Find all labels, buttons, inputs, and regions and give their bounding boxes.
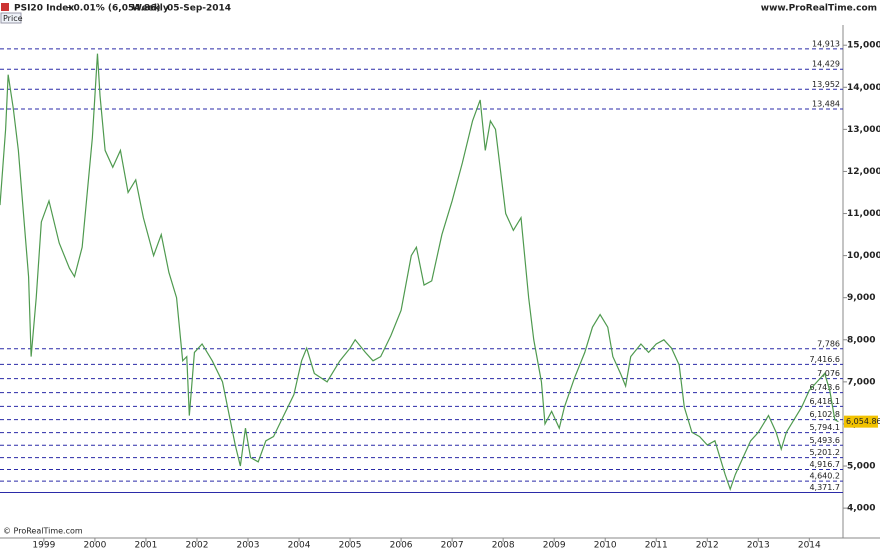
logo-icon	[1, 3, 9, 11]
x-tick-label: 2014	[798, 541, 821, 550]
level-label: 7,076	[817, 369, 840, 378]
panel-tab	[0, 12, 22, 24]
x-tick-label: 2007	[441, 541, 464, 550]
level-label: 13,952	[812, 80, 840, 89]
y-tick-label: 5,000	[847, 462, 875, 472]
y-tick-label: 4,000	[847, 504, 875, 514]
level-label: 4,640.2	[809, 472, 840, 481]
x-tick-label: 2002	[186, 541, 209, 550]
last-value-label: 6,054.86	[846, 417, 880, 426]
level-label: 6,418.1	[809, 397, 840, 406]
level-label: 6,743.6	[809, 383, 840, 392]
y-tick-label: 12,000	[847, 167, 880, 177]
y-tick-label: 8,000	[847, 335, 875, 345]
y-tick-label: 7,000	[847, 377, 875, 387]
change: +0.01% (6,054.86)	[66, 4, 161, 14]
x-tick-label: 2000	[83, 541, 106, 550]
level-label: 5,201.2	[809, 448, 840, 457]
date: 05-Sep-2014	[167, 4, 231, 14]
level-label: 7,786	[817, 339, 840, 348]
x-tick-label: 1999	[32, 541, 55, 550]
x-tick-label: 2004	[288, 541, 311, 550]
x-tick-label: 2013	[747, 541, 770, 550]
x-tick-label: 2006	[390, 541, 413, 550]
y-tick-label: 13,000	[847, 125, 880, 135]
source: www.ProRealTime.com	[761, 4, 877, 14]
level-label: 14,429	[812, 60, 840, 69]
footer: © ProRealTime.com	[3, 527, 83, 536]
panel-label: Price	[3, 14, 23, 23]
period: Weekly	[132, 4, 169, 14]
last-value-box	[844, 415, 878, 428]
y-tick-label: 11,000	[847, 209, 880, 219]
level-label: 13,484	[812, 99, 840, 108]
level-label: 6,102.8	[809, 410, 840, 419]
x-tick-label: 2008	[492, 541, 515, 550]
level-label: 4,371.7	[809, 483, 840, 492]
x-tick-label: 2010	[594, 541, 617, 550]
level-label: 14,913	[812, 39, 840, 48]
x-tick-label: 2012	[696, 541, 719, 550]
y-tick-label: 14,000	[847, 83, 880, 93]
x-tick-label: 2003	[237, 541, 260, 550]
level-label: 5,794.1	[809, 423, 840, 432]
chart-title: PSI20 Index	[14, 4, 74, 14]
y-tick-label: 10,000	[847, 251, 880, 261]
y-tick-label: 15,000	[847, 41, 880, 51]
y-tick-label: 9,000	[847, 293, 875, 303]
x-tick-label: 2011	[645, 541, 668, 550]
level-label: 7,416.6	[809, 355, 840, 364]
level-label: 5,493.6	[809, 436, 840, 445]
x-tick-label: 2009	[543, 541, 566, 550]
price-line	[0, 53, 839, 492]
x-tick-label: 2005	[339, 541, 362, 550]
x-tick-label: 2001	[134, 541, 157, 550]
level-label: 4,916.7	[809, 460, 840, 469]
